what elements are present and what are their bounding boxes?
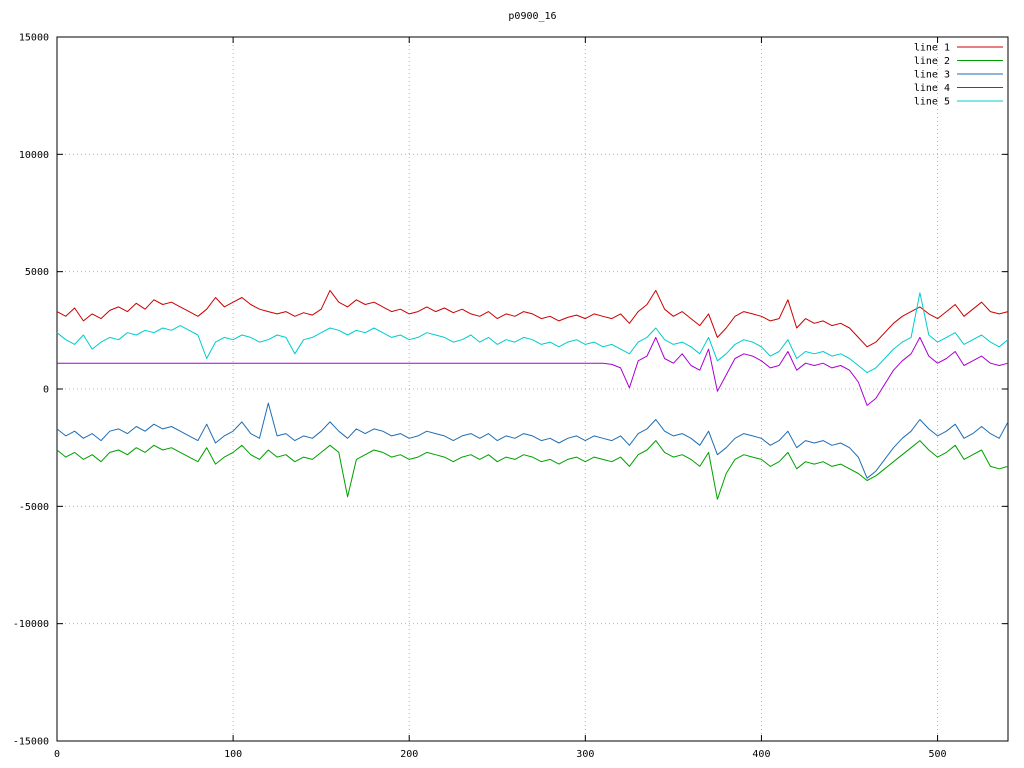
x-tick-label: 100 [224, 749, 242, 760]
x-tick-label: 0 [54, 749, 60, 760]
y-tick-label: -15000 [13, 737, 49, 748]
series-line-3 [56, 402, 1009, 479]
legend-label: line 5 [914, 97, 950, 108]
x-tick-label: 400 [752, 749, 770, 760]
y-tick-label: 5000 [25, 267, 49, 278]
series-line-4 [57, 336, 1009, 406]
y-tick-label: -10000 [13, 619, 49, 630]
x-tick-label: 300 [576, 749, 594, 760]
y-tick-label: 0 [43, 385, 49, 396]
x-tick-label: 200 [400, 749, 418, 760]
legend-label: line 2 [914, 56, 950, 67]
y-tick-label: -5000 [19, 502, 49, 513]
chart-title: p0900_16 [508, 11, 557, 22]
legend-label: line 3 [914, 70, 950, 81]
series-line-2 [56, 440, 1009, 500]
legend-label: line 4 [914, 83, 950, 94]
plot-border [56, 36, 1009, 742]
x-tick-label: 500 [929, 749, 947, 760]
y-tick-label: 15000 [19, 33, 49, 44]
legend-label: line 1 [914, 43, 950, 54]
series-line-5 [56, 292, 1009, 374]
y-tick-label: 10000 [19, 150, 49, 161]
series-line-1 [56, 289, 1009, 348]
